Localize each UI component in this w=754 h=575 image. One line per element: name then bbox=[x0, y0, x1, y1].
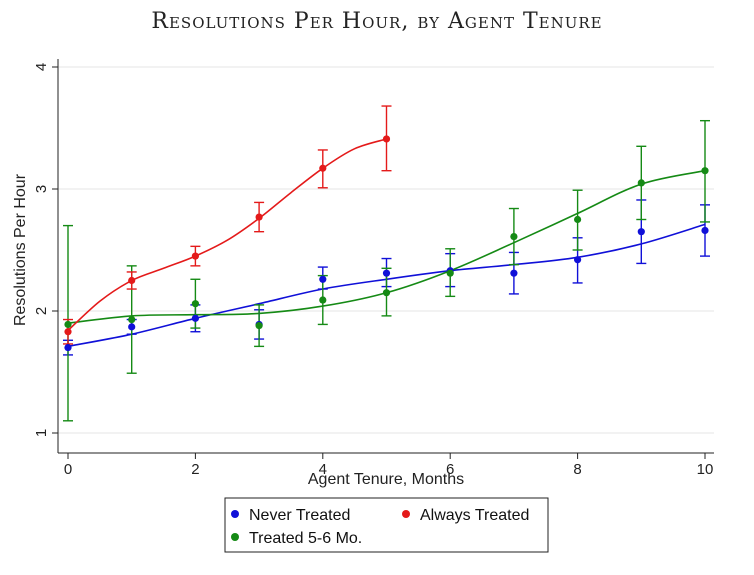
data-point-treated-5-6 bbox=[255, 322, 263, 330]
data-points bbox=[64, 135, 709, 352]
legend-label-always-treated: Always Treated bbox=[420, 507, 529, 524]
data-point-always-treated bbox=[255, 213, 263, 221]
x-tick-label-6: 6 bbox=[446, 461, 454, 478]
y-tick-label-3: 3 bbox=[33, 185, 50, 193]
data-point-never-treated bbox=[191, 314, 199, 322]
data-point-never-treated bbox=[64, 344, 72, 352]
axes bbox=[52, 59, 714, 459]
x-tick-label-10: 10 bbox=[697, 461, 714, 478]
fit-line-always-treated bbox=[67, 138, 387, 332]
legend-marker-never-treated bbox=[231, 510, 239, 518]
x-tick-label-8: 8 bbox=[573, 461, 581, 478]
data-point-treated-5-6 bbox=[574, 215, 582, 224]
data-point-treated-5-6 bbox=[510, 232, 518, 241]
x-axis-title: Agent Tenure, Months bbox=[308, 471, 464, 488]
data-point-never-treated bbox=[128, 323, 136, 331]
data-point-treated-5-6 bbox=[446, 269, 454, 277]
data-point-treated-5-6 bbox=[191, 300, 199, 308]
legend-label-treated-5-6: Treated 5-6 Mo. bbox=[249, 530, 362, 547]
y-axis-title: Resolutions Per Hour bbox=[12, 173, 29, 326]
x-tick-label-2: 2 bbox=[191, 461, 199, 478]
error-bars bbox=[63, 105, 710, 422]
y-tick-label-1: 1 bbox=[33, 429, 50, 437]
grid-lines bbox=[58, 66, 714, 434]
chart-title: Resolutions Per Hour, by Agent Tenure bbox=[151, 9, 602, 34]
data-point-never-treated bbox=[510, 269, 518, 277]
x-tick-label-4: 4 bbox=[319, 461, 327, 478]
data-point-always-treated bbox=[319, 164, 327, 172]
data-point-never-treated bbox=[637, 228, 645, 236]
data-point-always-treated bbox=[382, 135, 391, 143]
x-tick-label-0: 0 bbox=[64, 461, 72, 478]
y-tick-label-2: 2 bbox=[33, 307, 50, 315]
data-point-never-treated bbox=[701, 226, 709, 235]
data-point-treated-5-6 bbox=[319, 296, 327, 304]
legend-box bbox=[224, 497, 549, 553]
data-point-always-treated bbox=[191, 252, 199, 260]
data-point-treated-5-6 bbox=[701, 167, 709, 175]
data-point-never-treated bbox=[574, 256, 582, 264]
data-point-always-treated bbox=[64, 328, 72, 336]
legend-marker-always-treated bbox=[402, 510, 410, 518]
data-point-treated-5-6 bbox=[128, 315, 136, 324]
data-point-treated-5-6 bbox=[382, 289, 391, 297]
legend-label-never-treated: Never Treated bbox=[249, 507, 350, 524]
legend-marker-treated-5-6 bbox=[231, 533, 239, 541]
data-point-treated-5-6 bbox=[64, 320, 72, 329]
data-point-always-treated bbox=[128, 276, 136, 285]
data-point-never-treated bbox=[382, 269, 391, 277]
data-point-never-treated bbox=[319, 275, 327, 283]
y-tick-label-4: 4 bbox=[33, 63, 50, 71]
legend: Never Treated Always Treated Treated 5-6… bbox=[224, 497, 549, 553]
data-point-treated-5-6 bbox=[637, 179, 645, 187]
